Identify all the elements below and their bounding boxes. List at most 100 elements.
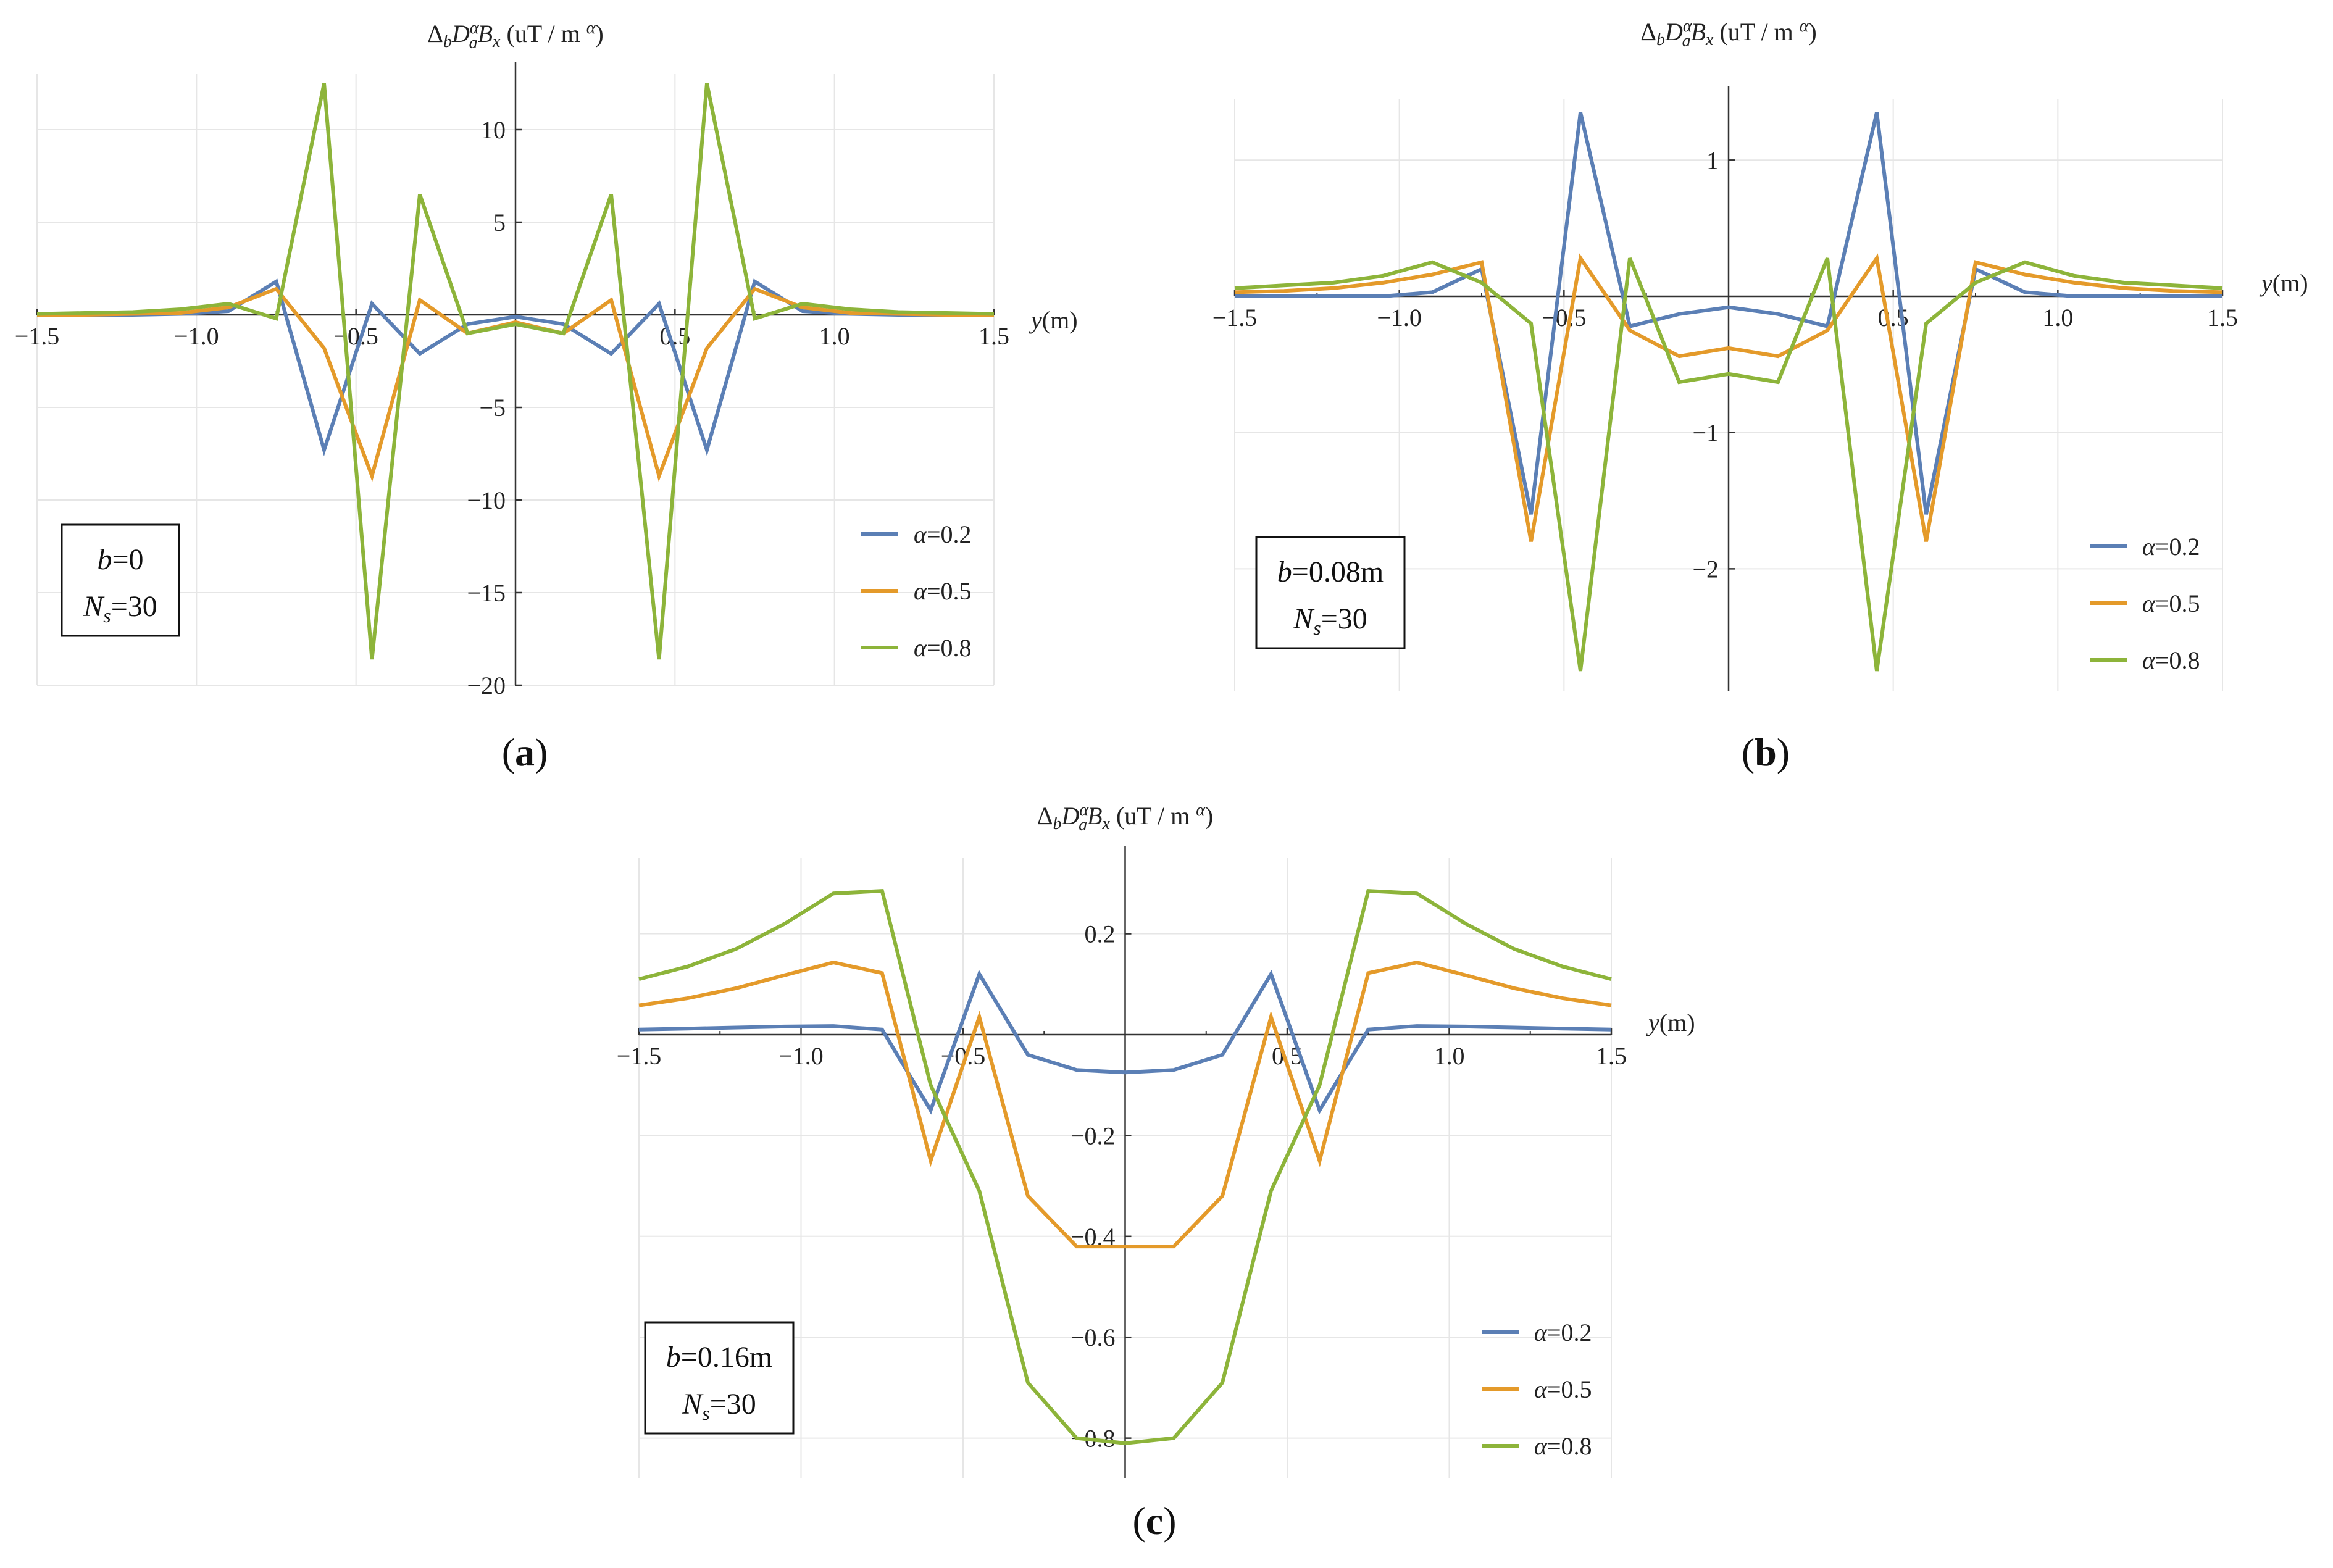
annotation-b-var: b <box>1277 556 1292 588</box>
annotation-n-var: N <box>682 1388 704 1420</box>
panel-letter: b <box>1755 730 1777 774</box>
panel-label: (c) <box>1132 1499 1176 1543</box>
ylabel-sub-a: a <box>1079 815 1087 835</box>
x-tick-label: 1.5 <box>1596 1042 1627 1070</box>
y-tick-label: −15 <box>467 579 506 607</box>
ylabel-units-alpha: α <box>1196 801 1206 820</box>
legend-label: α=0.5 <box>914 577 972 605</box>
series-line-alpha-0.5 <box>638 961 1612 1249</box>
legend-alpha-symbol: α <box>1534 1375 1548 1403</box>
ylabel-units-alpha: α <box>586 19 596 38</box>
annotation-line-b: b=0 <box>97 543 143 576</box>
series-line-alpha-0.2 <box>1235 112 2222 515</box>
x-tick-label: −1.0 <box>174 322 219 350</box>
y-tick-label: −20 <box>467 672 506 699</box>
x-tick-label: −0.5 <box>1542 304 1587 332</box>
x-tick-label: 1.0 <box>1434 1042 1465 1070</box>
legend-alpha-value: =0.2 <box>927 520 972 548</box>
panel-paren-close: ) <box>1163 1499 1176 1543</box>
x-tick-label: −1.0 <box>778 1042 824 1070</box>
ylabel-space <box>1190 802 1196 830</box>
legend-label: α=0.5 <box>2142 590 2200 617</box>
xlabel-unit: (m) <box>1659 1009 1695 1036</box>
ylabel-units-close: ) <box>1808 18 1816 46</box>
ylabel-units: (uT / m <box>500 20 580 48</box>
legend: α=0.2α=0.5α=0.8 <box>861 520 972 662</box>
ylabel-sub-x: x <box>1705 30 1714 49</box>
annotation-n-sub: s <box>103 604 111 627</box>
annotation-n-var: N <box>83 590 105 623</box>
legend-alpha-value: =0.2 <box>1547 1319 1592 1346</box>
ylabel-sub-b: b <box>443 32 452 51</box>
annotation-line-b: b=0.16m <box>666 1341 772 1374</box>
annotation-n-sub: s <box>1313 617 1321 639</box>
annotation-b-value: =0 <box>112 543 143 576</box>
legend-label: α=0.2 <box>914 520 972 548</box>
series-line-alpha-0.5 <box>1234 253 2223 542</box>
ylabel-sup-alpha: α <box>1079 801 1089 820</box>
series-line-alpha-0.2 <box>638 969 1612 1115</box>
annotation-b-var: b <box>666 1341 681 1374</box>
ylabel-delta: Δ <box>1037 802 1053 830</box>
legend: α=0.2α=0.5α=0.8 <box>1482 1319 1592 1460</box>
ylabel-delta: Δ <box>1640 18 1656 46</box>
legend-alpha-symbol: α <box>914 577 927 605</box>
y-tick-label: −0.6 <box>1071 1324 1116 1351</box>
x-tick-label: 1.0 <box>2042 304 2073 332</box>
xlabel-var: y <box>1029 306 1042 334</box>
ylabel-d: D <box>1664 18 1683 46</box>
legend-alpha-symbol: α <box>2142 590 2156 617</box>
annotation-box <box>644 1321 795 1435</box>
annotation-line-ns: Ns=30 <box>1293 603 1367 639</box>
x-tick-label: 1.5 <box>979 322 1009 350</box>
annotation-box <box>1255 536 1406 649</box>
ylabel-units-close: ) <box>1205 802 1213 830</box>
x-tick-label: −1.0 <box>1377 304 1422 332</box>
ylabel-units-alpha: α <box>1800 17 1809 36</box>
legend-alpha-symbol: α <box>1534 1319 1548 1346</box>
annotation-ns-value: =30 <box>710 1388 756 1420</box>
legend-label: α=0.2 <box>2142 533 2200 561</box>
x-tick-label: −1.5 <box>15 322 60 350</box>
x-tick-label: −1.5 <box>617 1042 662 1070</box>
ylabel-space <box>580 20 586 48</box>
x-tick-label: −1.5 <box>1212 304 1258 332</box>
annotation-line-ns: Ns=30 <box>83 590 157 627</box>
y-tick-label: 1 <box>1706 146 1719 174</box>
legend-alpha-value: =0.2 <box>2155 533 2200 561</box>
ylabel-b: B <box>1691 18 1706 46</box>
xlabel-unit: (m) <box>1042 306 1078 334</box>
legend-label: α=0.8 <box>1534 1432 1592 1460</box>
x-axis-label: y(m) <box>1646 1009 1695 1036</box>
panel-label: (a) <box>502 730 548 774</box>
x-tick-label: 1.5 <box>2207 304 2238 332</box>
series-line-alpha-0.8 <box>36 83 995 660</box>
panel-paren-open: ( <box>1132 1499 1145 1543</box>
x-tick-label: −0.5 <box>333 322 378 350</box>
annotation-ns-value: =30 <box>1321 603 1367 635</box>
panel-paren-open: ( <box>502 730 515 774</box>
legend-alpha-symbol: α <box>914 634 927 662</box>
xlabel-unit: (m) <box>2272 269 2308 297</box>
ylabel-sub-b: b <box>1656 30 1665 49</box>
ylabel-units-close: ) <box>595 20 603 48</box>
legend: α=0.2α=0.5α=0.8 <box>2090 533 2200 674</box>
y-tick-label: −1 <box>1692 419 1719 447</box>
ylabel-d: D <box>1061 802 1079 830</box>
y-axis-label: ΔbDα aBx (uT / m α) <box>1640 17 1817 51</box>
panel-paren-open: ( <box>1742 730 1755 774</box>
y-tick-label: −0.2 <box>1071 1122 1116 1149</box>
y-axis-label: ΔbDα aBx (uT / m α) <box>427 19 604 52</box>
legend-label: α=0.8 <box>914 634 972 662</box>
xlabel-var: y <box>2259 269 2272 297</box>
ylabel-units: (uT / m <box>1110 802 1190 830</box>
legend-label: α=0.5 <box>1534 1375 1592 1403</box>
annotation-box <box>61 523 180 637</box>
legend-alpha-symbol: α <box>2142 533 2156 561</box>
y-tick-label: 5 <box>493 209 506 236</box>
series-line-alpha-0.8 <box>1234 257 2223 672</box>
panel-paren-close: ) <box>535 730 548 774</box>
